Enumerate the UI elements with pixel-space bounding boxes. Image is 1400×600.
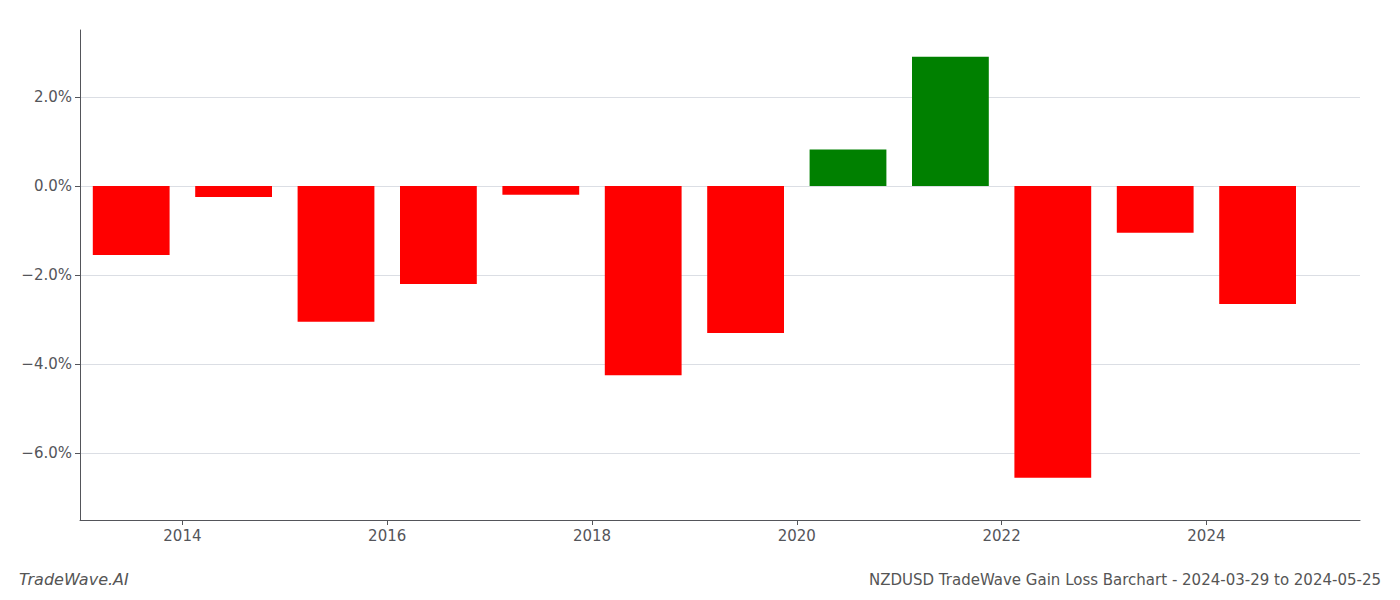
- svg-text:−6.0%: −6.0%: [21, 444, 72, 462]
- svg-text:−4.0%: −4.0%: [21, 355, 72, 373]
- svg-text:TradeWave.AI: TradeWave.AI: [19, 570, 129, 589]
- svg-text:2022: 2022: [983, 527, 1021, 545]
- svg-text:−2.0%: −2.0%: [21, 266, 72, 284]
- svg-text:2014: 2014: [163, 527, 201, 545]
- svg-text:2020: 2020: [778, 527, 816, 545]
- svg-text:2018: 2018: [573, 527, 611, 545]
- svg-text:0.0%: 0.0%: [34, 177, 72, 195]
- svg-text:NZDUSD TradeWave Gain Loss Bar: NZDUSD TradeWave Gain Loss Barchart - 20…: [869, 571, 1381, 589]
- svg-text:2024: 2024: [1187, 527, 1225, 545]
- svg-text:2.0%: 2.0%: [34, 88, 72, 106]
- svg-text:2016: 2016: [368, 527, 406, 545]
